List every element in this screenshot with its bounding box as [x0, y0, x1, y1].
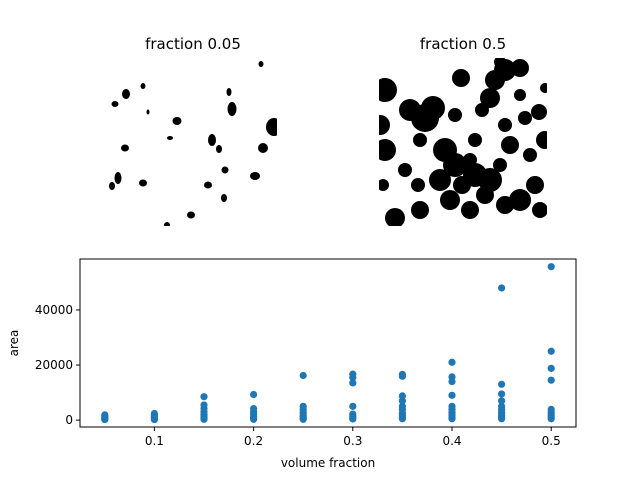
data-point [200, 393, 208, 401]
y-axis-label: area [7, 330, 21, 357]
data-point [250, 390, 258, 399]
x-tick-label: 0.1 [145, 434, 164, 448]
data-point [398, 397, 406, 405]
data-point [150, 409, 158, 418]
data-point [498, 402, 506, 410]
data-point [498, 397, 506, 405]
data-point [547, 405, 555, 413]
data-point [547, 364, 555, 372]
data-point [398, 392, 406, 400]
y-axis: 0 20000 40000 [35, 303, 80, 427]
x-tick-label: 0.2 [244, 434, 263, 448]
y-tick-label: 0 [65, 413, 73, 427]
fraction-05-image [379, 58, 547, 226]
y-tick-label: 40000 [35, 303, 73, 317]
data-point [547, 347, 555, 355]
data-point [349, 370, 357, 378]
data-point [349, 379, 357, 387]
data-point [398, 370, 406, 378]
data-point [299, 371, 307, 380]
left-panel-title: fraction 0.05 [145, 35, 241, 53]
data-point [200, 401, 208, 409]
data-point [498, 390, 506, 398]
fraction-005-image [109, 61, 277, 226]
scatter-points [101, 263, 555, 424]
y-tick-label: 20000 [35, 358, 73, 372]
data-point [498, 380, 506, 388]
plot-frame [79, 258, 577, 428]
data-point [349, 410, 357, 418]
data-point [448, 402, 456, 410]
x-tick-label: 0.5 [542, 434, 561, 448]
x-axis: 0.1 0.2 0.3 0.4 0.5 [145, 427, 561, 448]
data-point [299, 402, 307, 410]
data-point [250, 404, 258, 413]
x-axis-label: volume fraction [281, 456, 375, 470]
scatter-plot: 0.1 0.2 0.3 0.4 0.5 0 20000 40000 volume fract… [7, 258, 577, 470]
data-point [398, 402, 406, 410]
x-tick-label: 0.3 [343, 434, 362, 448]
right-panel-title: fraction 0.5 [420, 35, 506, 53]
data-point [448, 373, 456, 381]
data-point [547, 376, 555, 384]
data-point [448, 358, 456, 366]
data-point [498, 284, 506, 292]
x-tick-label: 0.4 [442, 434, 461, 448]
data-point [448, 391, 456, 399]
data-point [101, 411, 109, 419]
data-point [547, 263, 555, 271]
data-point [349, 402, 357, 410]
